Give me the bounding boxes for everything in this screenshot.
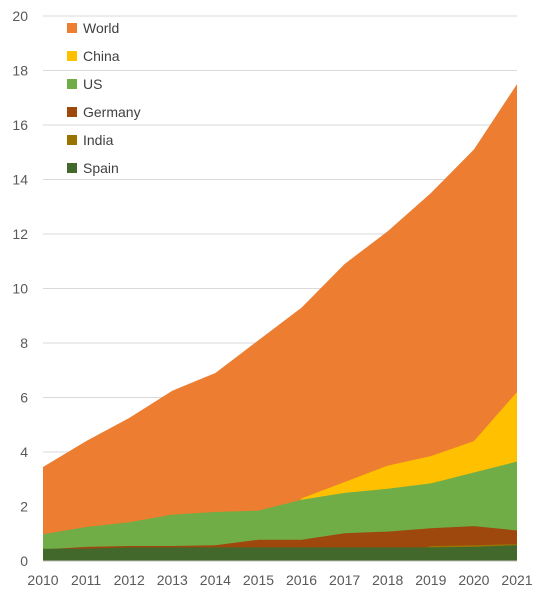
x-tick-label: 2018 (372, 572, 403, 588)
x-axis: 2010 2011 2012 2013 2014 2015 2016 2017 2018 2019… (27, 560, 533, 588)
x-tick-label: 2019 (415, 572, 446, 588)
y-tick-label: 14 (12, 172, 28, 188)
y-tick-label: 2 (20, 499, 28, 515)
y-tick-label: 4 (20, 444, 28, 460)
legend-item-world: World (67, 20, 119, 36)
legend-item-us: US (67, 76, 102, 92)
plot-areas (43, 84, 517, 561)
legend-label: China (83, 48, 120, 64)
legend-item-india: India (67, 132, 114, 148)
y-tick-label: 20 (12, 8, 28, 24)
legend-swatch (67, 135, 77, 145)
y-axis: 0 2 4 6 8 10 12 14 16 18 20 (12, 8, 28, 569)
legend-swatch (67, 23, 77, 33)
legend-label: World (83, 20, 119, 36)
area-spain (43, 545, 517, 561)
area-world (43, 84, 517, 561)
x-tick-label: 2020 (458, 572, 489, 588)
y-tick-label: 12 (12, 226, 28, 242)
y-tick-label: 8 (20, 335, 28, 351)
x-tick-label: 2010 (27, 572, 58, 588)
x-tick-label: 2012 (114, 572, 145, 588)
y-tick-label: 16 (12, 117, 28, 133)
legend-label: Germany (83, 104, 141, 120)
y-tick-label: 18 (12, 63, 28, 79)
x-tick-label: 2011 (71, 572, 101, 588)
x-tick-label: 2016 (286, 572, 317, 588)
legend-label: Spain (83, 160, 119, 176)
legend-label: India (83, 132, 114, 148)
x-tick-label: 2015 (243, 572, 274, 588)
legend: World China US Germany India Spain (67, 20, 141, 176)
legend-swatch (67, 79, 77, 89)
x-tick-label: 2017 (329, 572, 360, 588)
legend-item-china: China (67, 48, 120, 64)
legend-item-spain: Spain (67, 160, 119, 176)
x-tick-label: 2014 (200, 572, 231, 588)
legend-item-germany: Germany (67, 104, 141, 120)
y-tick-label: 0 (20, 553, 28, 569)
legend-swatch (67, 51, 77, 61)
x-tick-label: 2013 (157, 572, 188, 588)
x-tick-label: 2021 (501, 572, 532, 588)
y-tick-label: 6 (20, 390, 28, 406)
legend-swatch (67, 163, 77, 173)
legend-label: US (83, 76, 102, 92)
legend-swatch (67, 107, 77, 117)
y-tick-label: 10 (12, 281, 28, 297)
